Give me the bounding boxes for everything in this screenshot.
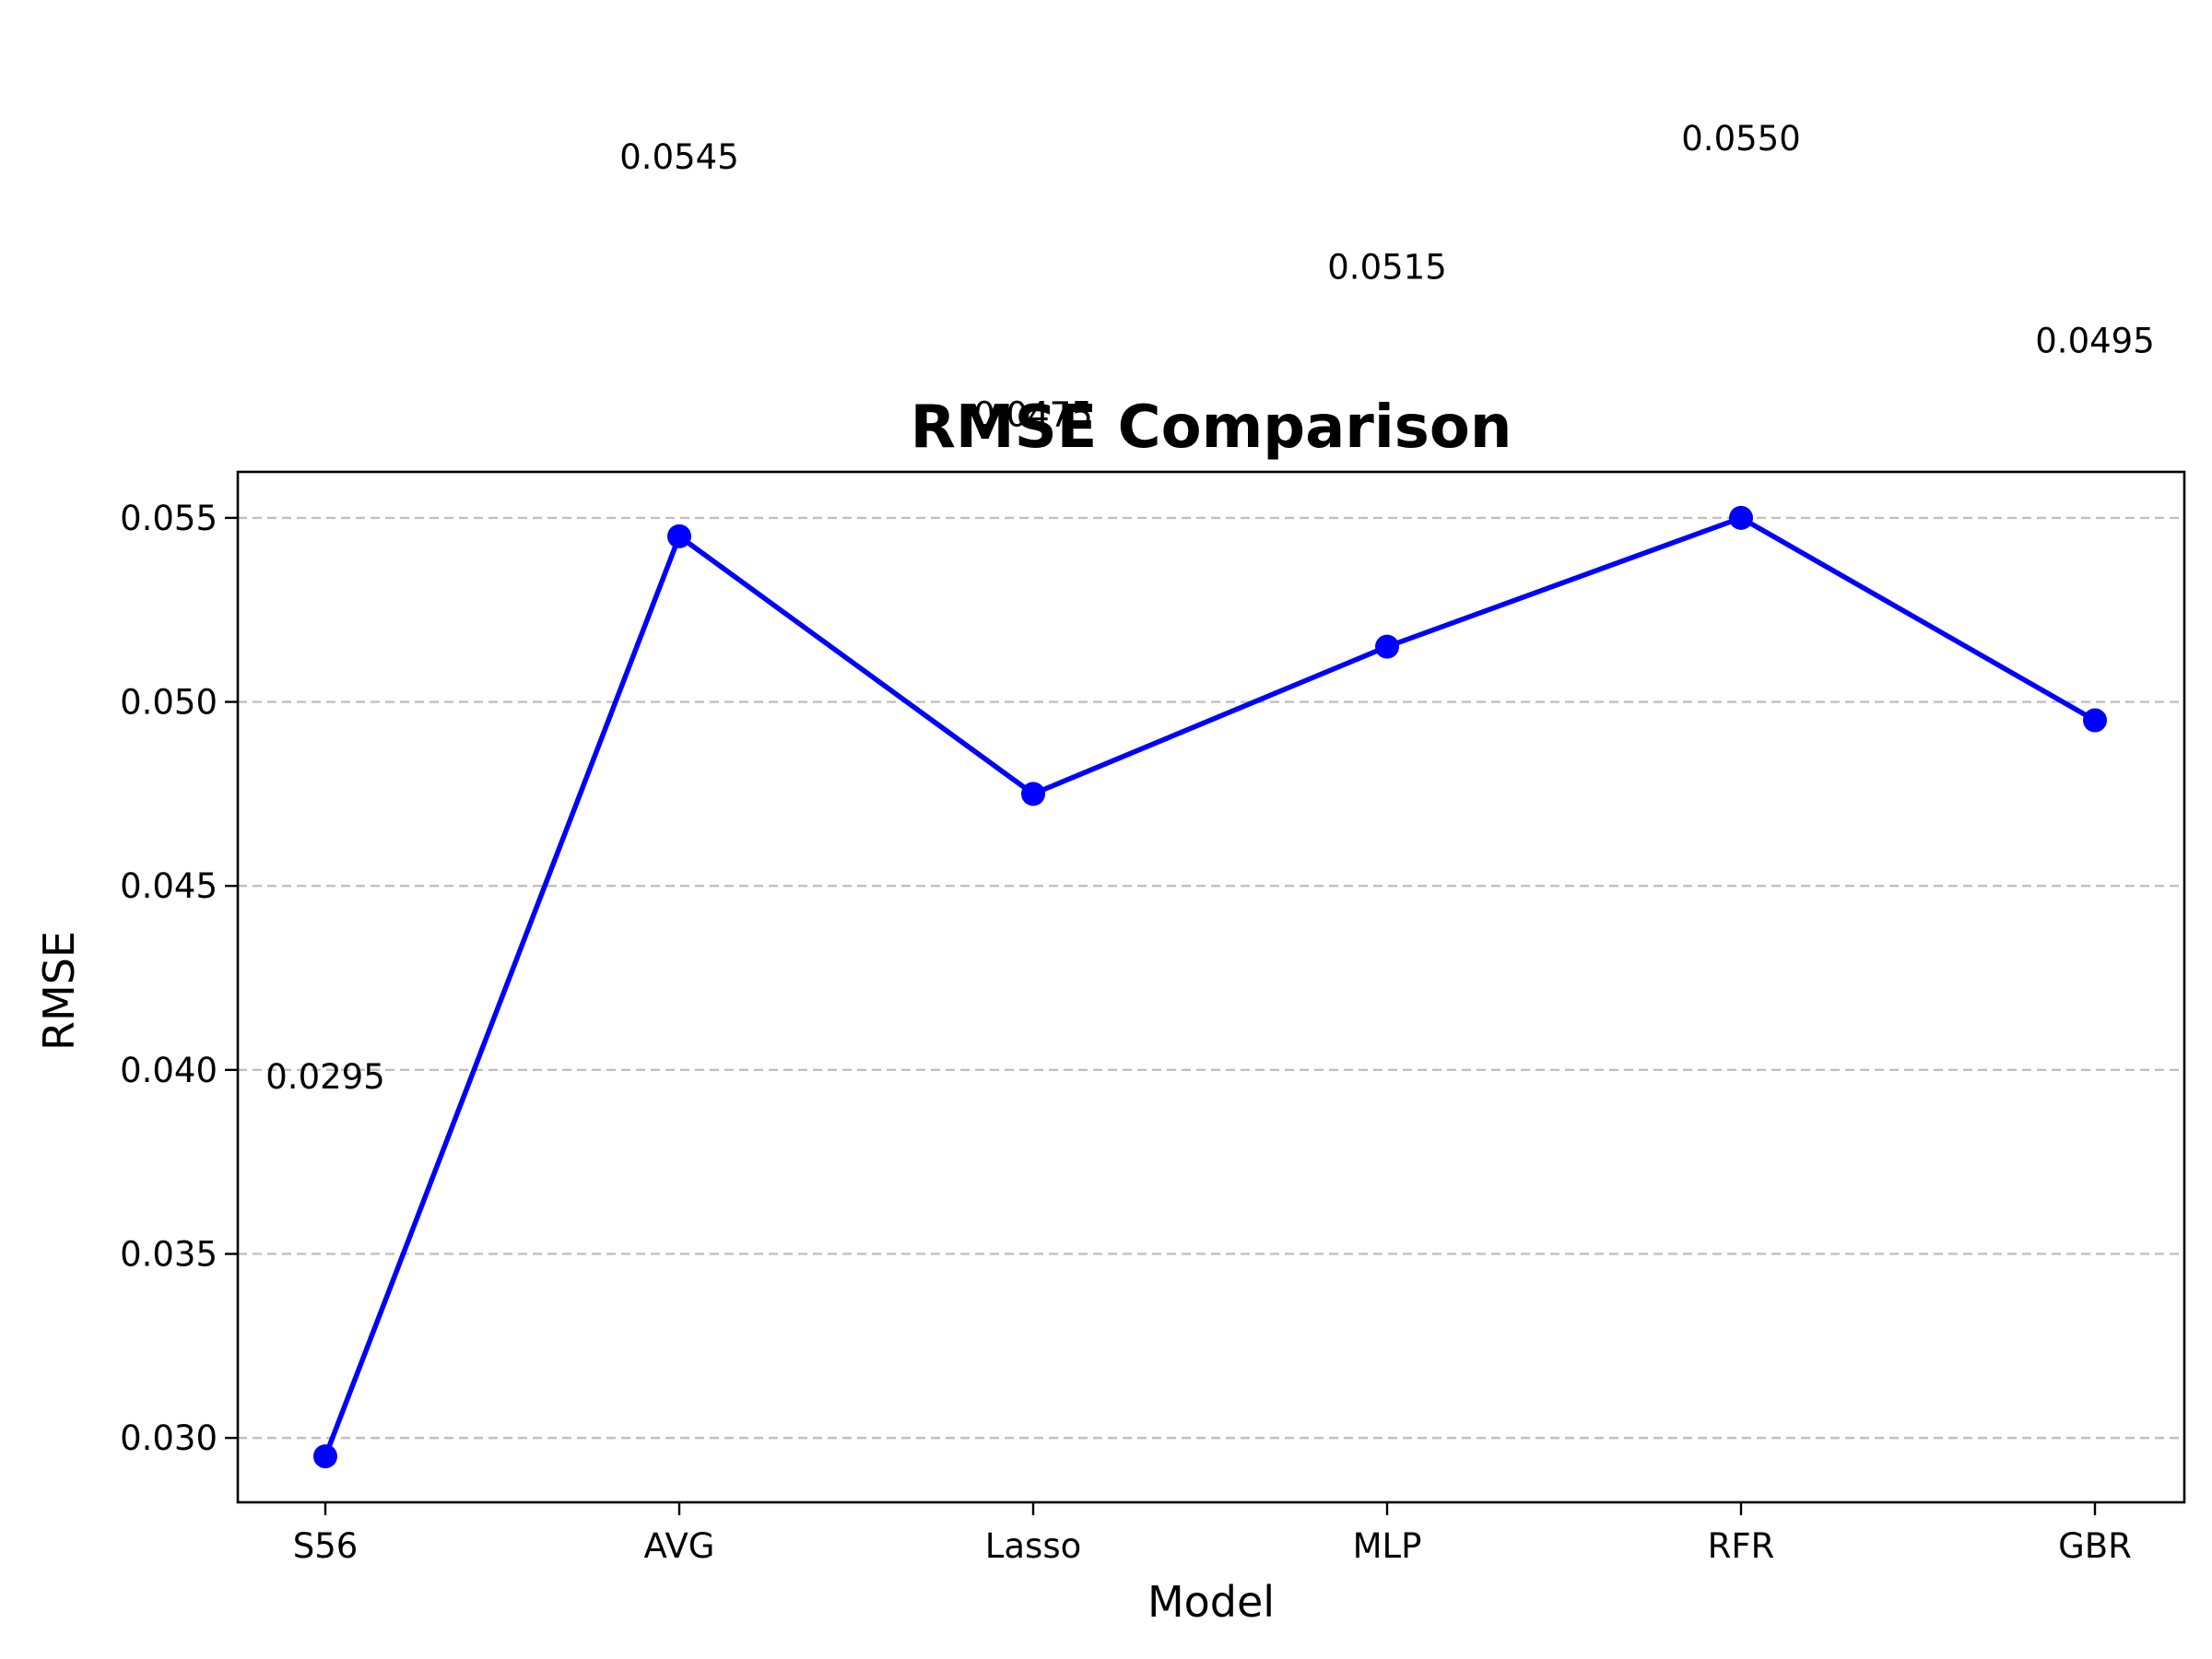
data-labels: 0.0295 0.0545 0.0475 0.0515 0.0550 0.0495: [265, 119, 2154, 1097]
series-markers: [313, 505, 2107, 1469]
y-tick-label: 0.040: [120, 1051, 218, 1090]
x-axis-ticks: S56 AVG Lasso MLP RFR GBR: [293, 1502, 2132, 1566]
data-label-lasso: 0.0475: [973, 394, 1092, 434]
data-point-gbr: [2083, 708, 2107, 733]
y-axis-ticks: 0.030 0.035 0.040 0.045 0.050 0.055: [120, 499, 238, 1458]
x-tick-label: AVG: [644, 1526, 715, 1566]
data-label-rfr: 0.0550: [1681, 119, 1800, 159]
x-tick-label: RFR: [1708, 1526, 1775, 1566]
data-label-s56: 0.0295: [265, 1057, 384, 1097]
y-axis-label: RMSE: [34, 931, 84, 1051]
data-point-mlp: [1375, 634, 1399, 659]
y-tick-label: 0.035: [120, 1234, 218, 1274]
y-tick-label: 0.055: [120, 499, 218, 538]
data-point-lasso: [1021, 782, 1045, 806]
x-axis-label: Model: [1147, 1577, 1275, 1627]
data-point-avg: [667, 524, 691, 548]
y-tick-label: 0.045: [120, 866, 218, 906]
plot-frame: [236, 470, 2186, 1504]
data-point-rfr: [1729, 505, 1753, 530]
y-tick-label: 0.030: [120, 1418, 218, 1458]
x-tick-label: GBR: [2058, 1526, 2132, 1566]
data-point-s56: [313, 1444, 337, 1469]
series-line: [323, 515, 2098, 1459]
grid-lines: [238, 516, 2184, 1440]
y-tick-label: 0.050: [120, 683, 218, 723]
x-tick-label: MLP: [1353, 1526, 1422, 1566]
data-label-avg: 0.0545: [619, 137, 738, 177]
data-label-mlp: 0.0515: [1327, 248, 1446, 288]
x-tick-label: Lasso: [985, 1526, 1081, 1566]
chart-title: RMSE Comparison: [911, 394, 1512, 462]
series-line-path: [323, 515, 2098, 1459]
data-label-gbr: 0.0495: [2035, 322, 2154, 361]
x-tick-label: S56: [293, 1526, 359, 1566]
